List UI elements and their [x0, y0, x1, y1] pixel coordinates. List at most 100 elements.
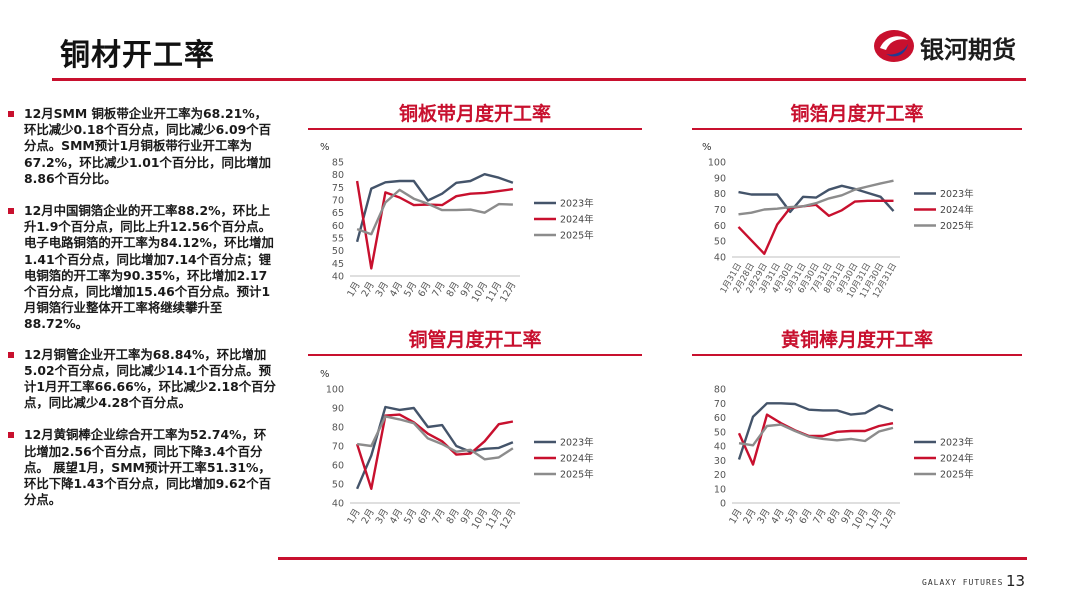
y-tick-label: 100	[708, 158, 726, 169]
y-tick-label: 90	[714, 173, 726, 184]
commentary-item: 12月SMM 铜板带企业开工率为68.21%，环比减少0.18个百分点，同比减少…	[8, 106, 276, 187]
y-tick-label: 80	[332, 170, 344, 181]
chart-title: 铜箔月度开工率	[790, 103, 924, 125]
x-tick-label: 6月	[797, 507, 814, 526]
chart-strip-operating-rate: %404550556065707580851月2月3月4月5月6月7月8月9月1…	[320, 142, 594, 304]
y-tick-label: 60	[714, 221, 726, 232]
x-tick-label: 4月	[388, 507, 405, 526]
legend-label: 2023年	[560, 198, 594, 210]
chart-foil-operating-rate: %4050607080901001月31日2月28日2月29日3月31日4月30…	[702, 142, 974, 300]
x-tick-label: 1月	[345, 507, 362, 526]
y-axis-label: %	[702, 142, 712, 153]
series-line-2023年	[355, 405, 514, 490]
series-line-2025年	[738, 423, 894, 447]
y-tick-label: 40	[714, 442, 726, 453]
y-tick-label: 60	[714, 413, 726, 424]
chart-title-divider	[692, 128, 1022, 130]
chart-panel-tube: 铜管月度开工率 % 40 50 60 70 80 90 100 1月 2月 3月 4月 5月 6月 7月 8月…	[308, 326, 642, 548]
x-tick-label: 8月	[445, 507, 462, 526]
legend-label: 2025年	[560, 230, 594, 242]
x-tick-label: 5月	[402, 507, 419, 526]
footer-divider	[278, 557, 1027, 560]
bullet-marker	[8, 351, 14, 358]
x-tick-label: 1月	[727, 507, 744, 526]
chart-tube-operating-rate: %4050607080901001月2月3月4月5月6月7月8月9月10月11月…	[320, 369, 594, 531]
chart-panel-brass-rod: 黄铜棒月度开工率 0 10 20 30 40 50 60 70 80 1月 2月 3月 4月 5月 6月 7月…	[692, 326, 1022, 548]
x-tick-label: 8月	[445, 280, 462, 299]
x-tick-label: 4月	[388, 280, 405, 299]
x-tick-label: 2月	[741, 507, 758, 526]
y-tick-label: 30	[714, 456, 726, 467]
chart-panel-foil: 铜箔月度开工率 % 40 50 60 70 80 90 100 1月31日 2月28日 2月29日 3…	[692, 100, 1022, 315]
legend-label: 2023年	[940, 188, 974, 200]
y-tick-label: 50	[714, 237, 726, 248]
page-title: 铜材开工率	[60, 38, 215, 73]
series-line-2024年	[355, 413, 514, 490]
x-tick-label: 12月	[498, 280, 518, 304]
legend-label: 2025年	[560, 469, 594, 481]
commentary-text-strip: 12月SMM 铜板带企业开工率为68.21%，环比减少0.18个百分点，同比减少…	[24, 106, 272, 186]
y-tick-label: 0	[720, 499, 726, 510]
y-tick-label: 20	[714, 470, 726, 481]
x-tick-label: 6月	[416, 280, 433, 299]
bullet-marker	[8, 111, 14, 117]
chart-brass-rod-operating-rate: 010203040506070801月2月3月4月5月6月7月8月9月10月11…	[714, 385, 974, 532]
series-line-2024年	[737, 199, 894, 255]
y-tick-label: 55	[332, 234, 344, 245]
y-tick-label: 50	[332, 246, 344, 257]
y-axis-label: %	[320, 369, 330, 380]
footer-brand: GALAXY FUTURES	[922, 578, 1004, 587]
legend-label: 2024年	[940, 204, 974, 216]
legend-label: 2023年	[940, 437, 974, 449]
galaxy-futures-logo: 银河期货	[872, 26, 1032, 66]
chart-title: 铜板带月度开工率	[398, 103, 551, 125]
series-line-2025年	[356, 188, 513, 236]
y-tick-label: 70	[714, 205, 726, 216]
y-tick-label: 85	[332, 158, 344, 169]
legend-label: 2024年	[940, 453, 974, 465]
page-number: 13	[1006, 572, 1026, 590]
chart-title-divider	[308, 354, 642, 356]
y-tick-label: 60	[332, 221, 344, 232]
chart-title: 黄铜棒月度开工率	[780, 329, 933, 351]
header-divider	[52, 78, 1026, 81]
series-line-2023年	[737, 402, 894, 460]
y-tick-label: 45	[332, 259, 344, 270]
x-tick-label: 12月	[498, 507, 518, 531]
commentary-text-foil: 12月中国铜箔企业的开工率88.2%，环比上升1.9个百分点，同比上升12.56…	[24, 203, 274, 332]
x-tick-label: 7月	[430, 507, 447, 526]
chart-title-divider	[692, 354, 1022, 356]
y-tick-label: 70	[332, 442, 344, 453]
series-line-2024年	[737, 413, 894, 466]
y-tick-label: 50	[332, 480, 344, 491]
commentary-list: 12月SMM 铜板带企业开工率为68.21%，环比减少0.18个百分点，同比减少…	[8, 106, 276, 524]
bullet-marker	[8, 208, 14, 215]
commentary-text-tube: 12月铜管企业开工率为68.84%，环比增加5.02个百分点，同比减少14.1个…	[24, 346, 276, 411]
x-tick-label: 7月	[811, 507, 828, 526]
x-tick-label: 4月	[769, 507, 786, 526]
y-tick-label: 10	[714, 484, 726, 495]
series-line-2023年	[738, 184, 895, 214]
y-tick-label: 70	[714, 399, 726, 410]
chart-title: 铜管月度开工率	[408, 329, 542, 351]
y-tick-label: 40	[714, 253, 726, 264]
y-tick-label: 80	[332, 423, 344, 434]
x-tick-label: 5月	[783, 507, 800, 526]
y-tick-label: 75	[332, 183, 344, 194]
y-tick-label: 80	[714, 189, 726, 200]
legend-label: 2025年	[940, 469, 974, 481]
commentary-item: 12月中国铜箔企业的开工率88.2%，环比上升1.9个百分点，同比上升12.56…	[8, 203, 276, 333]
y-tick-label: 40	[332, 499, 344, 510]
y-tick-label: 80	[714, 385, 726, 396]
x-tick-label: 5月	[402, 280, 419, 299]
bullet-marker	[8, 432, 14, 439]
x-tick-label: 8月	[825, 507, 842, 526]
legend-label: 2023年	[560, 437, 594, 449]
x-tick-label: 2月	[360, 507, 377, 526]
series-line-2025年	[356, 415, 514, 461]
y-tick-label: 100	[326, 385, 344, 396]
y-axis-label: %	[320, 142, 330, 153]
y-tick-label: 70	[332, 196, 344, 207]
y-tick-label: 60	[332, 461, 344, 472]
commentary-item: 12月铜管企业开工率为68.84%，环比增加5.02个百分点，同比减少14.1个…	[8, 347, 276, 412]
